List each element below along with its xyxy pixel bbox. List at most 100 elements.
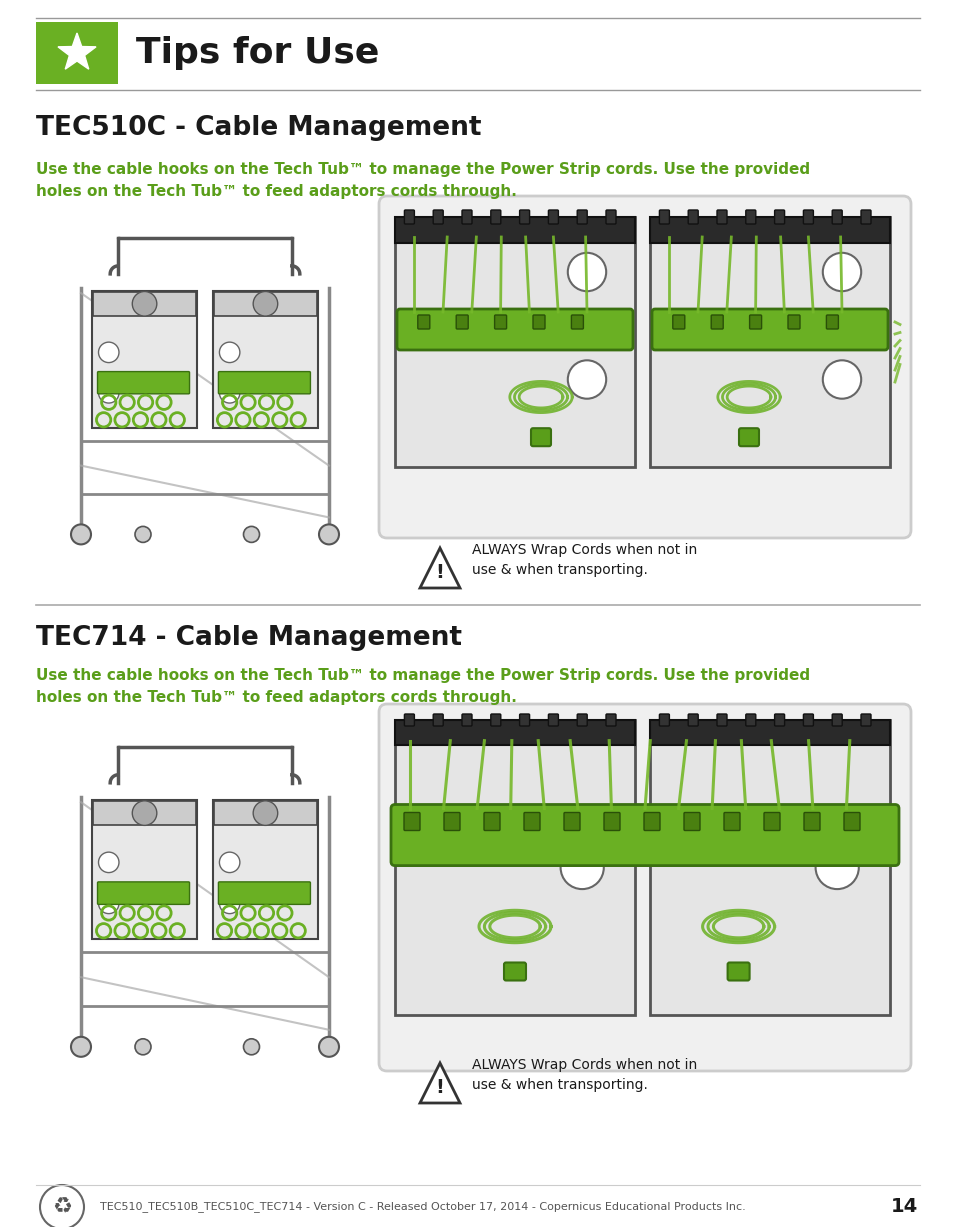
FancyBboxPatch shape bbox=[213, 800, 317, 939]
FancyBboxPatch shape bbox=[603, 812, 619, 831]
FancyBboxPatch shape bbox=[490, 210, 500, 225]
Text: TEC510C - Cable Management: TEC510C - Cable Management bbox=[36, 115, 481, 141]
FancyBboxPatch shape bbox=[649, 217, 889, 243]
Text: 14: 14 bbox=[890, 1198, 917, 1216]
Circle shape bbox=[821, 361, 861, 399]
FancyBboxPatch shape bbox=[605, 210, 616, 225]
Circle shape bbox=[567, 361, 605, 399]
FancyBboxPatch shape bbox=[831, 714, 841, 726]
FancyBboxPatch shape bbox=[861, 210, 870, 225]
Text: Use the cable hooks on the Tech Tub™ to manage the Power Strip cords. Use the pr: Use the cable hooks on the Tech Tub™ to … bbox=[36, 162, 809, 199]
Text: TEC714 - Cable Management: TEC714 - Cable Management bbox=[36, 625, 461, 652]
FancyBboxPatch shape bbox=[36, 22, 118, 83]
FancyBboxPatch shape bbox=[687, 210, 698, 225]
Circle shape bbox=[98, 893, 119, 914]
Text: Use the cable hooks on the Tech Tub™ to manage the Power Strip cords. Use the pr: Use the cable hooks on the Tech Tub™ to … bbox=[36, 667, 809, 706]
Circle shape bbox=[98, 852, 119, 872]
Circle shape bbox=[219, 852, 239, 872]
FancyBboxPatch shape bbox=[378, 704, 910, 1071]
FancyBboxPatch shape bbox=[727, 962, 749, 980]
Circle shape bbox=[71, 1037, 91, 1056]
Polygon shape bbox=[58, 33, 96, 69]
Polygon shape bbox=[419, 548, 459, 588]
FancyBboxPatch shape bbox=[214, 801, 316, 826]
FancyBboxPatch shape bbox=[548, 210, 558, 225]
Circle shape bbox=[815, 845, 858, 890]
Circle shape bbox=[253, 292, 277, 317]
FancyBboxPatch shape bbox=[843, 812, 859, 831]
FancyBboxPatch shape bbox=[649, 720, 889, 745]
FancyBboxPatch shape bbox=[214, 292, 316, 315]
Circle shape bbox=[132, 292, 156, 317]
Circle shape bbox=[219, 342, 239, 363]
Circle shape bbox=[318, 524, 338, 545]
FancyBboxPatch shape bbox=[461, 714, 472, 726]
FancyBboxPatch shape bbox=[749, 315, 760, 329]
FancyBboxPatch shape bbox=[643, 812, 659, 831]
Circle shape bbox=[243, 526, 259, 542]
FancyBboxPatch shape bbox=[519, 714, 529, 726]
FancyBboxPatch shape bbox=[218, 882, 310, 904]
FancyBboxPatch shape bbox=[494, 315, 506, 329]
FancyBboxPatch shape bbox=[433, 714, 443, 726]
Text: !: ! bbox=[436, 563, 444, 583]
Circle shape bbox=[567, 253, 605, 291]
FancyBboxPatch shape bbox=[687, 714, 698, 726]
FancyBboxPatch shape bbox=[404, 210, 414, 225]
FancyBboxPatch shape bbox=[395, 217, 635, 243]
FancyBboxPatch shape bbox=[503, 962, 525, 980]
FancyBboxPatch shape bbox=[523, 812, 539, 831]
FancyBboxPatch shape bbox=[745, 714, 755, 726]
Circle shape bbox=[135, 526, 151, 542]
FancyBboxPatch shape bbox=[861, 714, 870, 726]
FancyBboxPatch shape bbox=[577, 210, 587, 225]
FancyBboxPatch shape bbox=[831, 210, 841, 225]
FancyBboxPatch shape bbox=[461, 210, 472, 225]
FancyBboxPatch shape bbox=[577, 714, 587, 726]
Circle shape bbox=[219, 893, 239, 914]
FancyBboxPatch shape bbox=[456, 315, 468, 329]
FancyBboxPatch shape bbox=[651, 309, 887, 350]
FancyBboxPatch shape bbox=[97, 372, 190, 394]
FancyBboxPatch shape bbox=[395, 720, 635, 1015]
FancyBboxPatch shape bbox=[433, 210, 443, 225]
FancyBboxPatch shape bbox=[417, 315, 430, 329]
FancyBboxPatch shape bbox=[802, 714, 813, 726]
FancyBboxPatch shape bbox=[717, 714, 726, 726]
Circle shape bbox=[71, 524, 91, 545]
FancyBboxPatch shape bbox=[519, 210, 529, 225]
FancyBboxPatch shape bbox=[745, 210, 755, 225]
Text: ALWAYS Wrap Cords when not in
use & when transporting.: ALWAYS Wrap Cords when not in use & when… bbox=[472, 1058, 697, 1092]
FancyBboxPatch shape bbox=[802, 210, 813, 225]
FancyBboxPatch shape bbox=[548, 714, 558, 726]
FancyBboxPatch shape bbox=[403, 812, 419, 831]
FancyBboxPatch shape bbox=[93, 292, 195, 315]
Circle shape bbox=[821, 253, 861, 291]
FancyBboxPatch shape bbox=[395, 720, 635, 745]
FancyBboxPatch shape bbox=[378, 196, 910, 537]
FancyBboxPatch shape bbox=[404, 714, 414, 726]
FancyBboxPatch shape bbox=[396, 309, 633, 350]
Polygon shape bbox=[419, 1063, 459, 1103]
FancyBboxPatch shape bbox=[649, 720, 889, 1015]
Circle shape bbox=[219, 383, 239, 402]
Text: ♻: ♻ bbox=[52, 1198, 71, 1217]
FancyBboxPatch shape bbox=[672, 315, 684, 329]
Text: TEC510_TEC510B_TEC510C_TEC714 - Version C - Released October 17, 2014 - Copernic: TEC510_TEC510B_TEC510C_TEC714 - Version … bbox=[100, 1201, 745, 1212]
Text: Tips for Use: Tips for Use bbox=[136, 36, 379, 70]
FancyBboxPatch shape bbox=[649, 217, 889, 467]
Circle shape bbox=[253, 801, 277, 826]
FancyBboxPatch shape bbox=[774, 714, 783, 726]
FancyBboxPatch shape bbox=[443, 812, 459, 831]
FancyBboxPatch shape bbox=[659, 714, 669, 726]
Circle shape bbox=[135, 1039, 151, 1055]
FancyBboxPatch shape bbox=[571, 315, 583, 329]
FancyBboxPatch shape bbox=[395, 217, 635, 467]
FancyBboxPatch shape bbox=[803, 812, 820, 831]
FancyBboxPatch shape bbox=[213, 291, 317, 427]
Circle shape bbox=[98, 342, 119, 363]
Text: !: ! bbox=[436, 1079, 444, 1097]
FancyBboxPatch shape bbox=[683, 812, 700, 831]
FancyBboxPatch shape bbox=[218, 372, 310, 394]
FancyBboxPatch shape bbox=[391, 805, 898, 865]
